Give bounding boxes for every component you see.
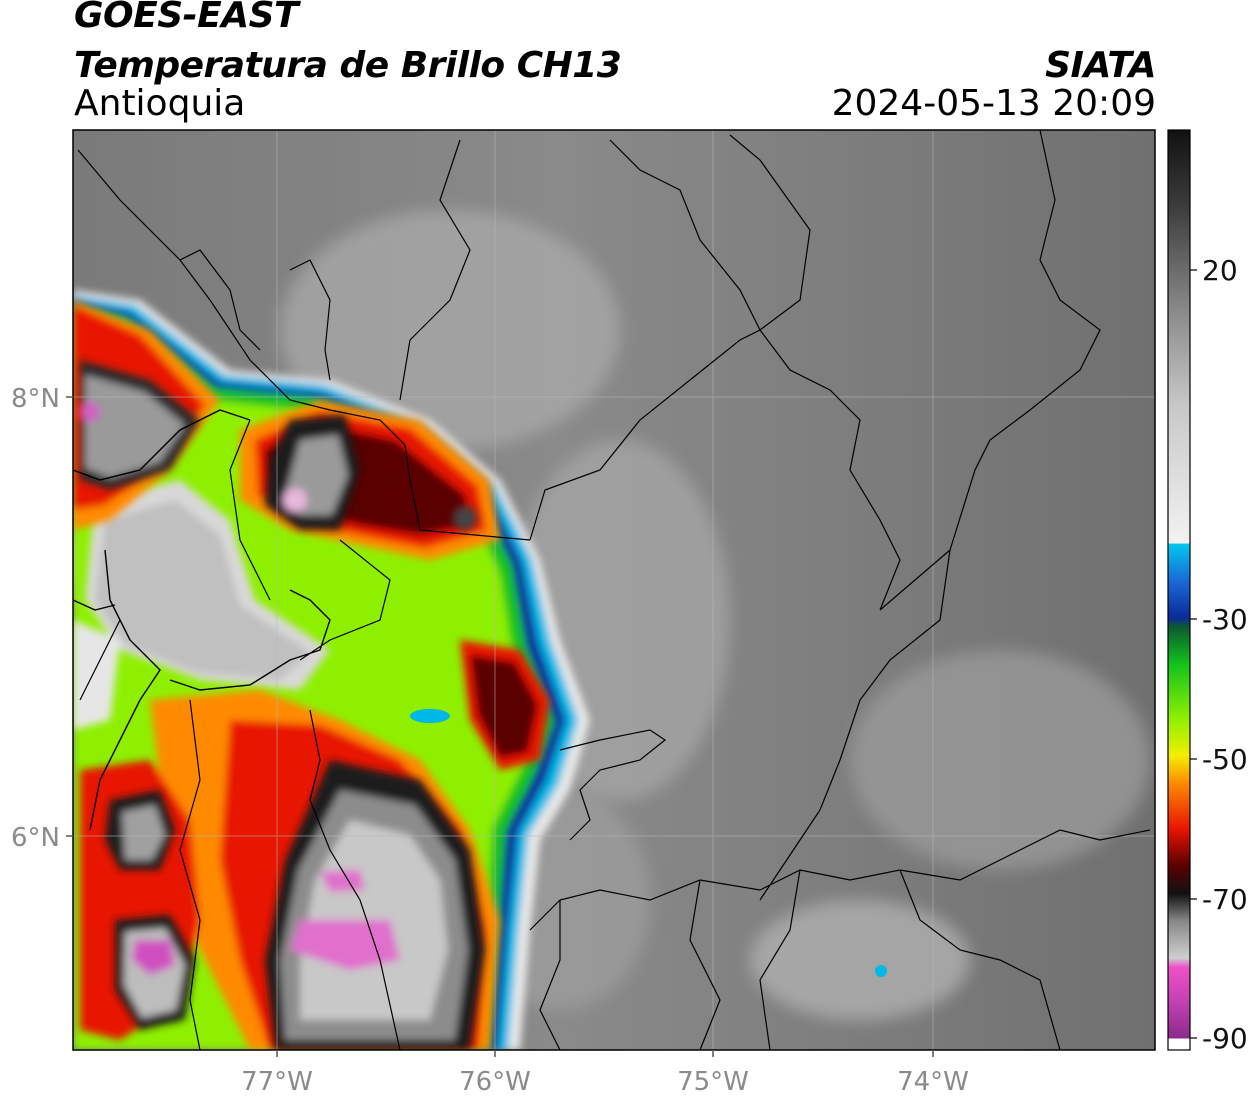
colorbar-label-neg70: -70 [1202,883,1248,916]
lat-label-8n: 8°N [11,384,60,414]
coastline [73,409,331,831]
region-label: Antioquia [74,83,246,124]
imagery-layer [73,130,1155,1050]
colorbar-gradient [1168,130,1190,1050]
lon-label-74w: 74°W [897,1067,969,1097]
lon-label-75w: 75°W [677,1067,749,1097]
colorbar-label-neg30: -30 [1202,603,1248,636]
axis-ticks [66,396,934,1057]
colorbar-label-neg90: -90 [1202,1022,1248,1055]
product-title: Temperatura de Brillo CH13 [74,45,622,86]
lat-label-6n: 6°N [11,823,60,853]
lon-label-76w: 76°W [459,1067,531,1097]
agency-label: SIATA [1045,45,1156,86]
lon-label-77w: 77°W [241,1067,313,1097]
datetime-label: 2024-05-13 20:09 [831,83,1156,124]
colorbar: 20 -30 -50 -70 -90 [1167,129,1248,1055]
satellite-title: GOES-EAST [74,0,299,36]
graticule [73,130,1155,1050]
colorbar-label-neg50: -50 [1202,743,1248,776]
colorbar-label-20: 20 [1202,254,1238,287]
colorbar-frame [1167,129,1191,1051]
map-frame [72,129,1156,1051]
boundaries [77,130,1151,1050]
